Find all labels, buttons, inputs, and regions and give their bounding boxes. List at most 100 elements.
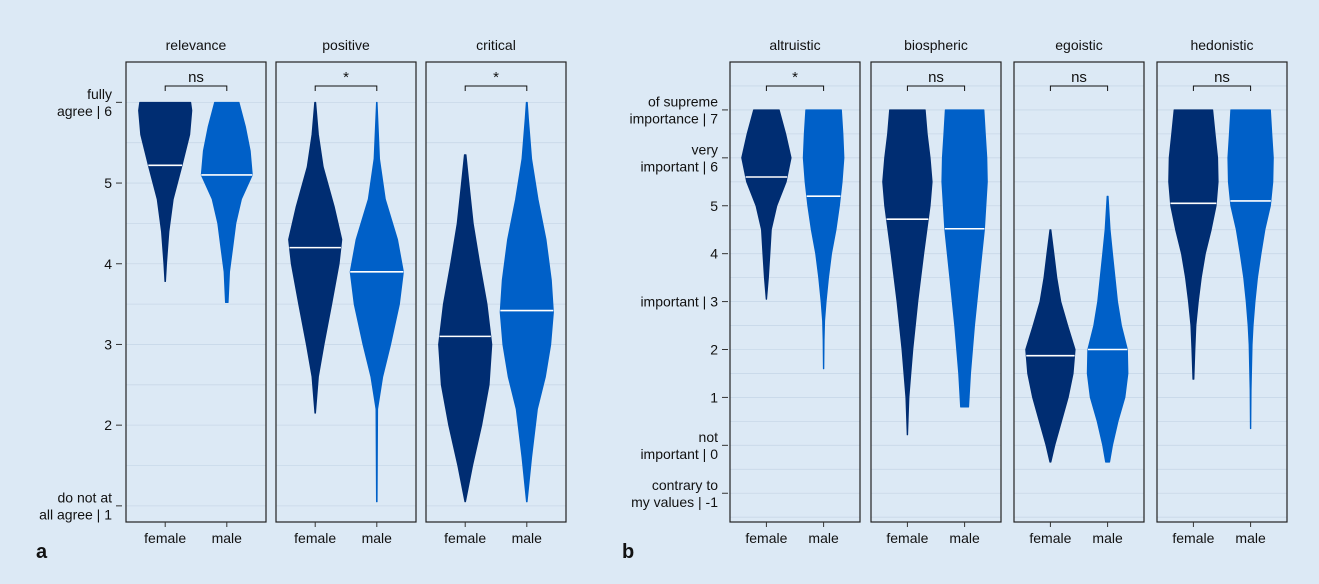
facet-frame <box>729 61 861 523</box>
y-tick-label-line: do not at <box>58 489 113 505</box>
y-tick-label-line: my values | -1 <box>631 494 718 510</box>
violin-male <box>349 101 404 503</box>
violin-male <box>200 101 253 303</box>
y-tick-label: fully agree | 6 <box>57 86 112 119</box>
violin-male <box>802 109 845 370</box>
y-tick-label: not important | 0 <box>640 429 718 462</box>
x-tick-label: female <box>1029 530 1071 546</box>
facet-altruistic: altruistic * female male <box>729 37 861 546</box>
significance-bracket <box>1049 85 1109 91</box>
violin-female <box>1168 109 1219 380</box>
x-tick-label: male <box>1092 530 1123 546</box>
significance-label: ns <box>1071 69 1087 86</box>
y-tick-label-line: 2 <box>710 342 718 358</box>
y-tick-label-line: fully <box>87 86 112 102</box>
significance-bracket <box>906 85 966 91</box>
x-tick-label: female <box>886 530 928 546</box>
y-tick-label: 1 <box>710 389 718 405</box>
y-tick-label-line: 5 <box>710 198 718 214</box>
violin-male <box>1086 195 1129 463</box>
facet-title: critical <box>476 37 516 53</box>
y-tick-label-line: important | 6 <box>640 158 718 174</box>
y-tick-label: contrary to my values | -1 <box>631 477 718 510</box>
y-tick-label: 2 <box>710 342 718 358</box>
violin-male <box>499 101 554 503</box>
panel-label-a: a <box>36 541 48 563</box>
y-tick-label-line: 4 <box>104 256 112 272</box>
y-tick-label-line: agree | 6 <box>57 103 112 119</box>
facet-title: altruistic <box>769 37 820 53</box>
x-tick-label: female <box>444 530 486 546</box>
significance-label: * <box>792 69 798 86</box>
facet-title: biospheric <box>904 37 968 53</box>
facet-critical: critical * female male <box>425 37 567 546</box>
y-tick-label: do not at all agree | 1 <box>39 489 112 522</box>
facet-title: egoistic <box>1055 37 1102 53</box>
violin-female <box>438 154 493 503</box>
significance-bracket <box>765 85 825 91</box>
x-tick-label: male <box>212 530 243 546</box>
x-tick-label: female <box>144 530 186 546</box>
y-tick-label-line: 4 <box>710 246 718 262</box>
panel-label-b: b <box>622 541 634 563</box>
y-tick-label: 5 <box>104 175 112 191</box>
x-tick-label: male <box>1235 530 1266 546</box>
y-tick-label: of supreme importance | 7 <box>630 93 719 126</box>
y-tick-label: 5 <box>710 198 718 214</box>
y-tick-label-line: importance | 7 <box>630 110 719 126</box>
chart-a: do not at all agree | 1 2 3 4 5 fully agree | 6… <box>39 37 567 546</box>
x-tick-label: female <box>1172 530 1214 546</box>
facet-biospheric: biospheric ns female male <box>870 37 1002 546</box>
significance-bracket <box>164 85 228 91</box>
facet-title: hedonistic <box>1190 37 1253 53</box>
y-tick-label-line: contrary to <box>652 477 718 493</box>
facet-frame <box>275 61 417 523</box>
violin-female <box>741 109 792 300</box>
facet-hedonistic: hedonistic ns female male <box>1156 37 1288 546</box>
y-tick-label-line: 2 <box>104 417 112 433</box>
significance-label: ns <box>188 69 204 86</box>
violin-female <box>882 109 933 436</box>
y-tick-label: very important | 6 <box>640 141 718 174</box>
significance-label: * <box>493 69 499 86</box>
violin-male <box>1227 109 1274 430</box>
violin-female <box>288 101 343 414</box>
significance-label: ns <box>928 69 944 86</box>
y-tick-label-line: of supreme <box>648 93 718 109</box>
violin-female <box>1025 229 1076 463</box>
significance-bracket <box>314 85 378 91</box>
x-tick-label: female <box>294 530 336 546</box>
significance-label: ns <box>1214 69 1230 86</box>
violin-female <box>138 101 193 282</box>
facet-frame <box>870 61 1002 523</box>
y-tick-label: 2 <box>104 417 112 433</box>
significance-bracket <box>1192 85 1252 91</box>
facet-frame <box>125 61 267 523</box>
facet-title: positive <box>322 37 370 53</box>
y-tick-label: 4 <box>710 246 718 262</box>
y-tick-label-line: 3 <box>104 336 112 352</box>
y-tick-label-line: 1 <box>710 389 718 405</box>
y-tick-label-line: 5 <box>104 175 112 191</box>
facet-title: relevance <box>166 37 227 53</box>
facet-egoistic: egoistic ns female male <box>1013 37 1145 546</box>
y-tick-label: 3 <box>104 336 112 352</box>
facet-frame <box>1013 61 1145 523</box>
y-tick-label: important | 3 <box>640 294 718 310</box>
x-tick-label: male <box>362 530 393 546</box>
facet-frame <box>425 61 567 523</box>
facet-frame <box>1156 61 1288 523</box>
y-tick-label-line: very <box>692 141 718 157</box>
y-tick-label: 4 <box>104 256 112 272</box>
significance-bracket <box>464 85 528 91</box>
x-tick-label: male <box>808 530 839 546</box>
y-tick-label-line: important | 0 <box>640 446 718 462</box>
significance-label: * <box>343 69 349 86</box>
y-tick-label-line: all agree | 1 <box>39 506 112 522</box>
x-tick-label: male <box>512 530 543 546</box>
x-tick-label: female <box>745 530 787 546</box>
y-tick-label-line: not <box>699 429 719 445</box>
violin-male <box>941 109 988 408</box>
